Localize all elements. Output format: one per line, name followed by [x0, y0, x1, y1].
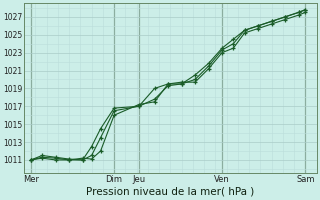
- X-axis label: Pression niveau de la mer( hPa ): Pression niveau de la mer( hPa ): [86, 187, 254, 197]
